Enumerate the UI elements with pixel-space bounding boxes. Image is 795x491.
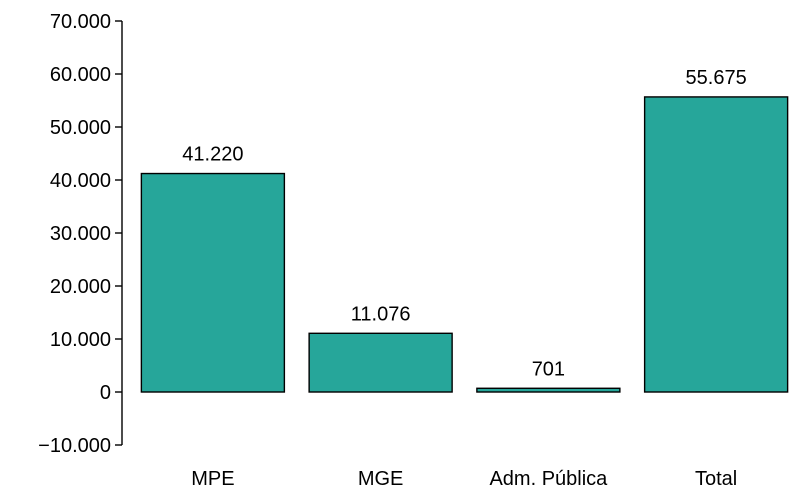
x-category-label: MGE — [358, 468, 404, 490]
bar — [645, 97, 788, 392]
y-tick-label: 0 — [100, 382, 111, 404]
bars — [141, 97, 787, 392]
x-category-label: MPE — [191, 468, 234, 490]
bar-value-label: 701 — [532, 358, 565, 380]
bar-value-label: 11.076 — [351, 303, 411, 325]
y-tick-label: 30.000 — [50, 223, 111, 245]
x-category-label: Total — [695, 468, 737, 490]
y-axis: −10.000 0 10.000 20.000 30.000 40.000 50.000 60… — [38, 11, 122, 457]
bar — [141, 174, 284, 392]
y-tick-label: 70.000 — [50, 11, 111, 33]
x-category-label: Adm. Pública — [489, 468, 608, 490]
bar — [309, 333, 452, 392]
bar-value-label: 55.675 — [686, 67, 747, 89]
y-tick-label: 40.000 — [50, 170, 111, 192]
x-axis-labels: MPE MGE Adm. Pública Total — [191, 468, 737, 490]
y-tick-label: 60.000 — [50, 64, 111, 86]
y-tick-label: −10.000 — [38, 435, 111, 457]
bar-value-label: 41.220 — [182, 144, 243, 166]
y-tick-label: 20.000 — [50, 276, 111, 298]
y-tick-label: 10.000 — [50, 329, 111, 351]
bar — [477, 388, 620, 392]
y-tick-label: 50.000 — [50, 117, 111, 139]
